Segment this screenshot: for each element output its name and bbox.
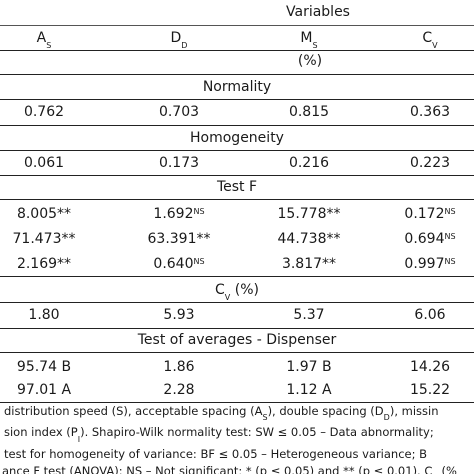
divider — [0, 50, 474, 51]
table-cell: 0.997NS — [404, 256, 456, 272]
table-cell: 1.12 A — [286, 382, 332, 398]
table-cell: 0.061 — [23, 155, 65, 171]
table-cell: 0.640NS — [153, 256, 205, 272]
table-cell: 15.778** — [277, 206, 341, 222]
table-cell: 0.703 — [158, 104, 200, 120]
divider — [0, 175, 474, 176]
divider — [0, 199, 474, 200]
table-cell: 1.692NS — [153, 206, 205, 222]
table-cell: 2.28 — [163, 382, 195, 398]
table-cell: 1.80 — [28, 307, 60, 323]
divider — [0, 352, 474, 353]
divider — [0, 276, 474, 277]
divider — [0, 150, 474, 151]
table-cell: 14.26 — [409, 359, 451, 375]
table-cell: 0.172NS — [404, 206, 456, 222]
table-cell: 0.173 — [158, 155, 200, 171]
table-cell: 5.37 — [293, 307, 325, 323]
table-row: 95.74 B 1.86 1.97 B 14.26 — [0, 355, 474, 379]
table-cell: 0.762 — [23, 104, 65, 120]
divider — [0, 74, 474, 75]
normality-heading: Normality — [202, 79, 272, 95]
table-cell: 44.738** — [277, 231, 341, 247]
table-cell: 1.86 — [163, 359, 195, 375]
table-cell: 1.97 B — [286, 359, 332, 375]
divider — [0, 328, 474, 329]
cv-heading: CV (%) — [215, 282, 259, 302]
table-cell: 0.223 — [409, 155, 451, 171]
footnote-line: sion index (PI). Shapiro-Wilk normality … — [4, 425, 434, 444]
footnote-line: distribution speed (S), acceptable spaci… — [4, 404, 439, 423]
unit-label: (%) — [297, 53, 323, 69]
table-row: 8.005** 1.692NS 15.778** 0.172NS — [0, 202, 474, 226]
divider — [0, 25, 474, 26]
averages-heading: Test of averages - Dispenser — [137, 332, 337, 348]
table-cell: 0.815 — [288, 104, 330, 120]
table-cell: 8.005** — [16, 206, 72, 222]
table-cell: 95.74 B — [16, 359, 72, 375]
footnote-line: test for homogeneity of variance: BF ≤ 0… — [4, 446, 428, 461]
table-cell: 0.216 — [288, 155, 330, 171]
table-row: 71.473** 63.391** 44.738** 0.694NS — [0, 227, 474, 251]
variables-title: Variables — [286, 4, 350, 20]
footnote-line: ance F test (ANOVA): NS – Not significan… — [2, 463, 457, 474]
table-row: 1.80 5.93 5.37 6.06 — [0, 303, 474, 327]
table-cell: 2.169** — [16, 256, 72, 272]
divider — [0, 302, 474, 303]
divider — [0, 125, 474, 126]
col-header-cv: CV — [422, 30, 438, 50]
table-row: 97.01 A 2.28 1.12 A 15.22 — [0, 378, 474, 402]
column-header-row: AS DD MS CV — [0, 26, 474, 50]
table-cell: 0.694NS — [404, 231, 456, 247]
test-f-section-row: Test F — [0, 175, 474, 199]
table-row: 2.169** 0.640NS 3.817** 0.997NS — [0, 252, 474, 276]
normality-section-row: Normality — [0, 75, 474, 99]
col-header-acceptable-spacing: AS — [36, 30, 52, 50]
cv-section-row: CV (%) — [0, 278, 474, 302]
homogeneity-section-row: Homogeneity — [0, 126, 474, 150]
col-header-double-spacing: DD — [170, 30, 188, 50]
table-footnotes: distribution speed (S), acceptable spaci… — [0, 403, 474, 474]
divider — [0, 99, 474, 100]
table-cell: 0.363 — [409, 104, 451, 120]
table-cell: 15.22 — [409, 382, 451, 398]
homogeneity-heading: Homogeneity — [190, 130, 284, 146]
averages-section-row: Test of averages - Dispenser — [0, 328, 474, 352]
table-row: 0.762 0.703 0.815 0.363 — [0, 100, 474, 124]
table-row: 0.061 0.173 0.216 0.223 — [0, 151, 474, 175]
variables-header-row: Variables — [0, 0, 474, 24]
test-f-heading: Test F — [216, 179, 258, 195]
unit-row: (%) — [0, 49, 474, 73]
col-header-missing-spacing: MS — [300, 30, 318, 50]
table-cell: 3.817** — [281, 256, 337, 272]
table-cell: 63.391** — [147, 231, 211, 247]
table-cell: 97.01 A — [16, 382, 72, 398]
divider — [0, 402, 474, 403]
table-cell: 71.473** — [12, 231, 76, 247]
table-cell: 6.06 — [414, 307, 446, 323]
table-cell: 5.93 — [163, 307, 195, 323]
